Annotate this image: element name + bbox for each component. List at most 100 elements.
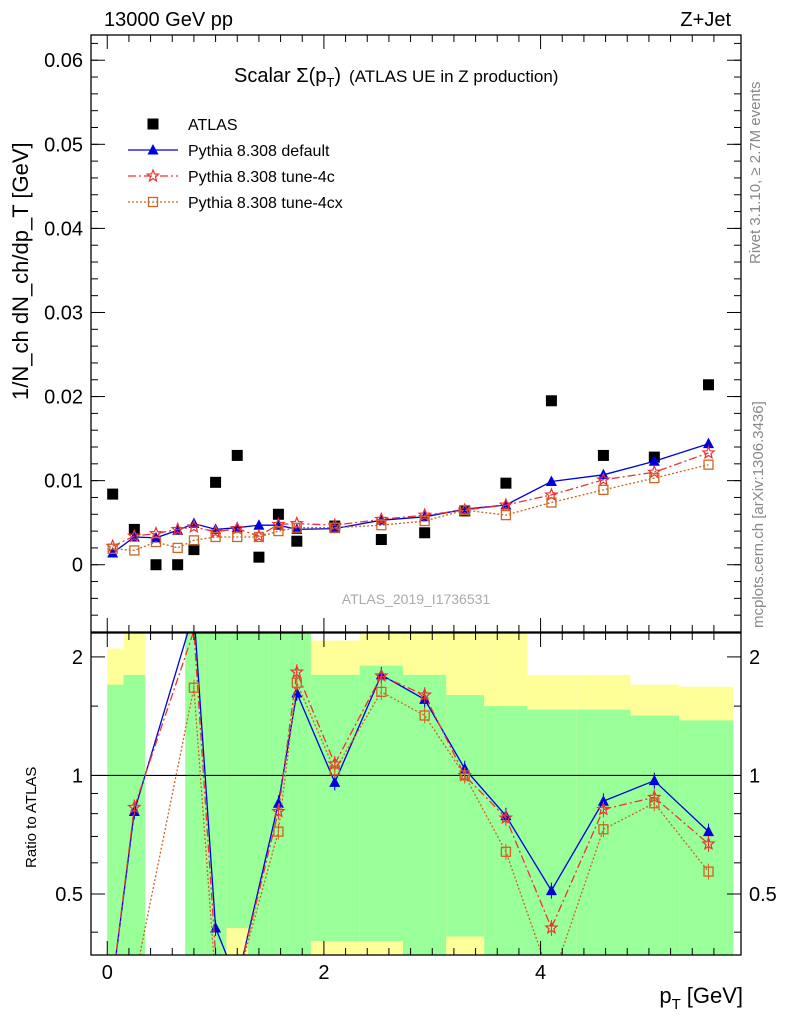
main-atlas-point-3 — [172, 559, 184, 571]
main-tune4cx-point-3 — [172, 542, 183, 554]
ratio-ytick-label-left-1: 1 — [72, 765, 83, 787]
main-atlas-point-16 — [597, 449, 609, 461]
ratio-default-point-12 — [545, 884, 557, 896]
main-tune4c-point-6 — [229, 520, 245, 535]
analysis-watermark: ATLAS_2019_I1736531 — [342, 591, 491, 607]
ratio-tune4cx-point-2 — [188, 682, 200, 693]
legend-marker-tune4cx — [147, 196, 159, 208]
ratio-tune4cx-point-7 — [329, 765, 340, 776]
ratio-green-band-2 — [185, 633, 205, 955]
ratio-tune4cx-point-14 — [649, 798, 660, 809]
main-default-line — [112, 443, 709, 554]
main-tune4cx-point-0 — [107, 543, 118, 554]
main-tune4c-point-11 — [374, 511, 389, 526]
main-tune4cx-point-10 — [329, 522, 340, 533]
ratio-ytick-label-left-2: 2 — [72, 647, 83, 669]
main-atlas-point-7 — [253, 551, 265, 563]
x-axis-label-sub: T — [672, 996, 681, 1013]
ratio-tune4c-point-8 — [374, 668, 389, 683]
x-axis-label-main: p — [659, 983, 671, 1008]
main-tune4cx-point-8 — [273, 525, 284, 537]
main-tune4cx-point-16 — [598, 484, 609, 496]
main-atlas-point-15 — [545, 395, 557, 407]
legend-label-tune4c: Pythia 8.308 tune-4c — [188, 169, 335, 186]
main-atlas-point-9 — [291, 535, 303, 547]
main-tune4cx-point-2 — [150, 536, 162, 548]
ratio-green-band-9 — [359, 665, 403, 941]
main-tune4c-point-4 — [186, 519, 202, 534]
main-tune4cx-point-18 — [703, 459, 714, 470]
main-tune4c-point-18 — [701, 445, 716, 460]
ratio-green-band-3 — [204, 633, 227, 955]
main-tune4cx-point-15 — [546, 497, 557, 508]
main-ytick-label-4: 0.04 — [44, 218, 83, 240]
ratio-tune4c-point-15 — [701, 836, 716, 851]
main-tune4c-point-12 — [417, 507, 432, 522]
ratio-tune4cx-line — [138, 680, 710, 955]
ratio-tune4c-point-12 — [544, 920, 559, 935]
plot-title-main: Scalar — [234, 65, 296, 87]
ratio-xtick-label-0: 0 — [102, 962, 113, 984]
ratio-tune4cx-point-9 — [419, 710, 430, 721]
main-ytick-label-6: 0.06 — [44, 50, 83, 72]
ratio-green-band-13 — [527, 709, 577, 955]
main-tune4c-point-3 — [170, 521, 185, 536]
plot-title-close: ) — [334, 65, 341, 87]
ratio-tune4c-point-1 — [127, 799, 142, 814]
main-tune4c-point-17 — [647, 464, 662, 479]
legend-label-atlas: ATLAS — [188, 117, 238, 134]
ratio-uncertainty-bands — [91, 633, 741, 955]
main-default-point-15 — [545, 475, 557, 486]
legend-label-tune4cx: Pythia 8.308 tune-4cx — [188, 195, 343, 212]
main-tune4cx-point-6 — [232, 531, 243, 543]
ratio-tune4c-point-11 — [498, 810, 514, 825]
ratio-green-band-15 — [630, 715, 680, 955]
mcplots-label: mcplots.cern.ch [arXiv:1306.3436] — [750, 401, 767, 628]
main-atlas-point-12 — [419, 527, 431, 539]
main-atlas-point-11 — [375, 534, 387, 546]
main-default-point-17 — [648, 455, 660, 466]
legend-label-default: Pythia 8.308 default — [188, 143, 330, 160]
ratio-tune4c-point-9 — [417, 687, 432, 702]
plot-title-sigma: Σ(p — [296, 65, 326, 87]
ratio-tune4cx-point-10 — [459, 770, 470, 781]
ratio-green-band-8 — [310, 674, 360, 941]
ratio-green-band-16 — [679, 720, 734, 955]
main-atlas-point-0 — [107, 488, 119, 500]
main-tune4c-point-16 — [596, 472, 611, 487]
ratio-default-point-15 — [703, 825, 714, 837]
main-tune4c-point-1 — [127, 528, 142, 543]
ratio-xtick-label-1: 2 — [318, 962, 329, 984]
main-atlas-point-2 — [150, 559, 162, 571]
x-axis-label-unit: [GeV] — [687, 983, 743, 1008]
ratio-default-line — [115, 633, 709, 955]
ratio-default-point-14 — [648, 774, 660, 786]
process-label: Z+Jet — [680, 9, 731, 31]
ratio-green-band-11 — [446, 695, 485, 937]
ratio-tune4cx-point-11 — [500, 846, 512, 857]
ratio-tune4c-point-5 — [271, 803, 286, 818]
main-tune4cx-point-1 — [129, 545, 140, 556]
ratio-tune4cx-point-15 — [703, 866, 714, 877]
main-tune4cx-point-12 — [419, 515, 430, 527]
ratio-green-band-5 — [248, 633, 270, 955]
ratio-ytick-label-left-0: 0.5 — [55, 884, 83, 906]
ratio-green-band-12 — [484, 706, 528, 955]
main-tune4cx-point-13 — [459, 504, 470, 516]
main-ytick-label-0: 0 — [72, 555, 83, 577]
main-tune4cx-point-11 — [376, 520, 387, 531]
main-atlas-point-18 — [703, 379, 714, 391]
ratio-ytick-label-right-1: 1 — [749, 765, 760, 787]
legend-marker-atlas — [147, 118, 159, 130]
plot-axes: 0 0.01 0.02 0.03 0.04 0.05 0.06 0 2 4 0.5 0.5 1 1 2 2 — [44, 35, 777, 984]
ratio-default-point-5 — [272, 797, 284, 808]
legend: ATLAS Pythia 8.308 default Pythia 8.308 tu… — [128, 117, 343, 212]
ratio-tune4cx-point-6 — [291, 677, 302, 688]
ratio-green-band-0 — [107, 684, 124, 955]
x-axis-label: pT [GeV] — [659, 983, 743, 1013]
main-tune4c-point-9 — [289, 515, 305, 530]
main-default-point-0 — [107, 546, 119, 558]
main-tune4cx-point-7 — [253, 531, 265, 543]
